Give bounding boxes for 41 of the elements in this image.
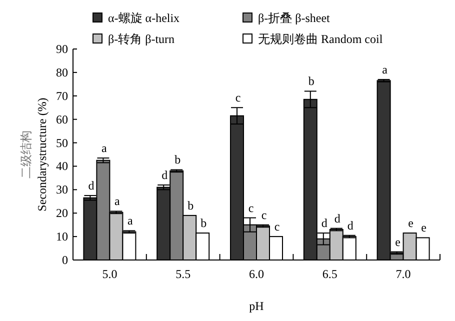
legend-label: β-折叠 β-sheet [258, 11, 331, 25]
x-tick-label: 5.0 [102, 267, 118, 281]
x-axis-title: pH [249, 299, 264, 313]
y-tick-label: 10 [56, 230, 68, 244]
y-tick-label: 50 [56, 136, 68, 150]
y-tick-label: 20 [56, 206, 68, 220]
data-label: a [128, 214, 134, 228]
legend-label: 无规则卷曲 Random coil [258, 32, 384, 46]
y-tick-label: 40 [56, 159, 68, 174]
legend-label: α-螺旋 α-helix [108, 11, 180, 25]
data-label: a [114, 194, 121, 208]
data-label: a [382, 62, 388, 76]
y-tick-label: 70 [56, 88, 68, 103]
data-label: d [347, 218, 354, 232]
y-tick-label: 30 [56, 182, 68, 197]
data-label: b [188, 198, 194, 212]
y-tick-label: 80 [56, 65, 68, 80]
y-tick-label: 60 [56, 112, 68, 126]
x-tick-label: 5.5 [176, 267, 191, 281]
data-label: c [248, 200, 254, 215]
data-label: e [395, 234, 400, 249]
data-label: b [174, 152, 181, 167]
x-tick-label: 6.5 [322, 267, 338, 281]
data-label: c [261, 208, 267, 222]
data-label: b [308, 74, 314, 88]
data-label: d [88, 178, 94, 193]
y-tick-label: 90 [56, 42, 68, 56]
data-label: e [421, 220, 426, 235]
y-tick-label: 0 [62, 253, 68, 267]
data-label: b [200, 216, 207, 230]
data-label: d [334, 211, 340, 226]
data-label: e [408, 216, 414, 230]
data-label: d [321, 216, 328, 230]
legend-label: β-转角 β-turn [108, 32, 175, 46]
data-label: c [274, 220, 280, 234]
data-label: a [102, 141, 108, 156]
data-label: d [162, 168, 168, 182]
x-tick-label: 6.0 [249, 267, 264, 281]
data-label: c [235, 90, 241, 105]
x-tick-label: 7.0 [396, 267, 411, 281]
y-axis-title: 二级结构 Secondarystructure (%) [19, 98, 49, 212]
